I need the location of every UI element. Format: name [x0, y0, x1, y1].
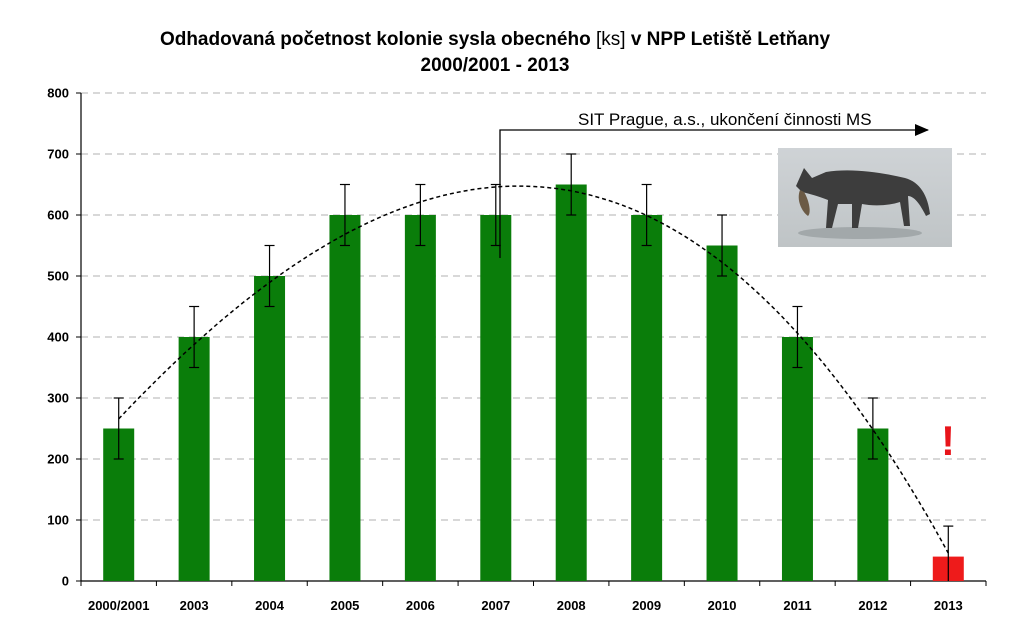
- y-tick-label: 800: [47, 86, 69, 101]
- warning-exclamation: !: [941, 417, 955, 464]
- x-tick-label: 2012: [858, 598, 887, 613]
- chart-title-prefix: Odhadovaná početnost kolonie sysla obecn…: [159, 29, 591, 50]
- cat-with-prey-icon: [778, 148, 952, 247]
- x-tick-label: 2005: [330, 598, 359, 613]
- annotation-label: SIT Prague, a.s., ukončení činnosti MS: [578, 110, 872, 129]
- trend-line: [118, 185, 949, 554]
- annotation-arrow-path: [499, 124, 929, 258]
- chart-title-suffix: v NPP Letiště Letňany: [630, 29, 831, 50]
- x-tick-label: 2008: [557, 598, 586, 613]
- chart-subtitle: 2000/2001 - 2013: [420, 55, 570, 76]
- x-tick-label: 2013: [934, 598, 963, 613]
- y-tick-label: 700: [47, 147, 69, 162]
- trend-line-group: [118, 185, 949, 554]
- x-tick-label: 2007: [481, 598, 510, 613]
- chart-title-unit: [ks]: [595, 29, 626, 50]
- axis-labels: 0 100 200 300 400 500 600 700 800 2000/2001 2003 20…: [47, 86, 962, 614]
- x-tick-label: 2009: [632, 598, 661, 613]
- bar: [178, 337, 210, 581]
- bar: [480, 215, 512, 581]
- y-tick-label: 600: [47, 208, 69, 223]
- bar: [781, 337, 813, 581]
- bar: [329, 215, 361, 581]
- bar: [706, 245, 738, 581]
- x-tick-label: 2003: [180, 598, 209, 613]
- grid-lines: [81, 92, 986, 521]
- y-tick-label: 200: [47, 452, 69, 467]
- y-tick-label: 500: [47, 269, 69, 284]
- chart-title: Odhadovaná početnost kolonie sysla obecn…: [0, 29, 990, 51]
- annotation-arrow: [499, 124, 929, 258]
- x-tick-label: 2000/2001: [88, 598, 149, 613]
- x-tick-label: 2004: [255, 598, 285, 613]
- y-tick-label: 300: [47, 391, 69, 406]
- bar: [631, 215, 663, 581]
- bar: [555, 184, 587, 581]
- chart-axes: [76, 92, 987, 586]
- y-tick-label: 400: [47, 330, 69, 345]
- bars: [103, 184, 964, 581]
- x-tick-label: 2011: [783, 598, 811, 613]
- error-bars: [113, 153, 954, 581]
- x-tick-label: 2010: [708, 598, 737, 613]
- y-tick-label: 0: [62, 574, 69, 589]
- x-tick-label: 2006: [406, 598, 435, 613]
- y-tick-label: 100: [47, 513, 69, 528]
- bar: [254, 276, 286, 581]
- bar: [404, 215, 436, 581]
